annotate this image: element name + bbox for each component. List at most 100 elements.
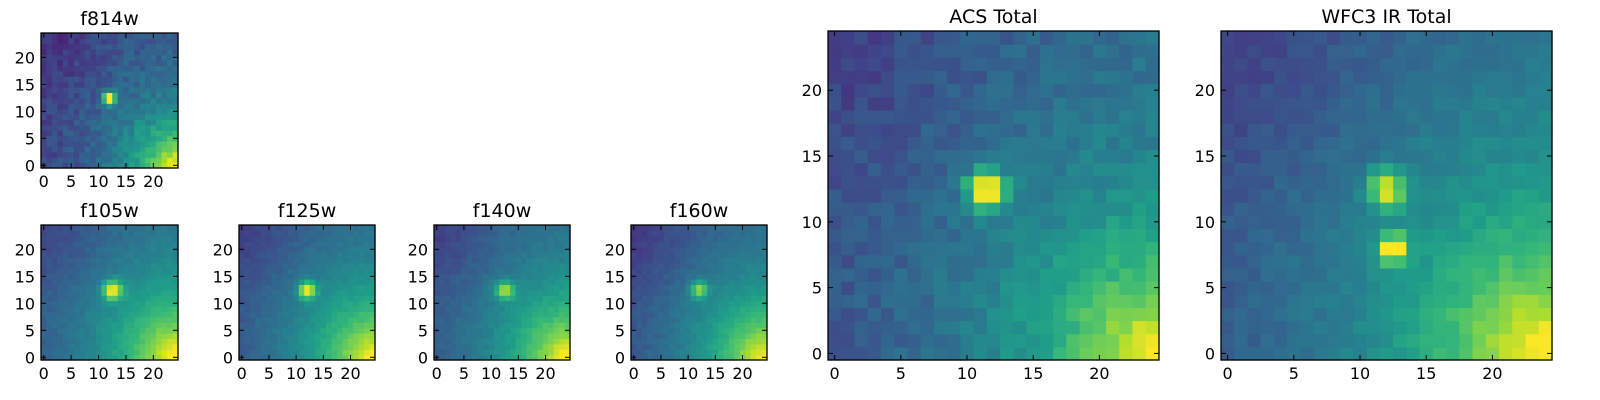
heatmap-cell [326,262,333,269]
heatmap-cell [548,354,555,361]
heatmap-cell [504,316,511,323]
heatmap-cell [41,289,48,296]
heatmap-cell [504,246,511,253]
heatmap-cell [41,268,48,275]
heatmap-cell [493,333,500,339]
heatmap-cell [674,252,681,258]
x-tick-label: 0 [237,364,247,383]
heatmap-cell [1472,320,1487,335]
heatmap-cell [347,311,354,318]
heatmap-cell [1260,149,1275,164]
heatmap-cell [707,316,714,323]
heatmap-cell [652,246,659,253]
heatmap-cell [728,338,735,345]
heatmap-cell [46,279,53,285]
heatmap-cell [1353,281,1368,295]
heatmap-cell [641,273,648,280]
heatmap-cell [1300,83,1315,98]
heatmap-cell [51,54,59,61]
heatmap-cell [960,57,975,72]
heatmap-cell [331,343,338,350]
heatmap-cell [117,268,124,275]
heatmap-cell [542,235,549,242]
heatmap-cell [156,252,163,258]
heatmap-cell [1132,96,1147,111]
heatmap-cell [756,311,763,318]
heatmap-cell [304,262,311,269]
heatmap-cell [150,306,157,312]
heatmap-cell [1353,320,1368,335]
heatmap-cell [526,300,533,307]
heatmap-cell [90,235,97,242]
heatmap-cell [685,235,692,242]
heatmap-cell [652,284,659,291]
heatmap-cell [309,284,316,291]
heatmap-cell [145,295,152,302]
heatmap-cell [358,246,365,253]
heatmap-cell [1459,96,1474,111]
heatmap-cell [745,289,752,296]
heatmap-cell [444,311,451,318]
heatmap-cell [1525,96,1540,111]
heatmap-cell [696,230,703,237]
heatmap-cell [867,162,882,177]
heatmap-cell [1379,294,1394,308]
heatmap-cell [46,92,53,99]
heatmap-cell [298,241,305,248]
heatmap-cell [358,268,365,275]
heatmap-cell [90,306,97,312]
heatmap-cell [1326,175,1341,190]
heatmap-cell [167,49,174,56]
heatmap-cell [167,289,174,296]
heatmap-cell [679,225,686,231]
heatmap-cell [707,284,714,291]
heatmap-cell [701,279,708,285]
heatmap-cell [559,338,566,345]
heatmap-cell [1106,70,1120,85]
heatmap-cell [123,235,130,242]
heatmap-cell [718,230,725,237]
heatmap-cell [1419,188,1434,203]
heatmap-cell [504,300,511,307]
heatmap-cell [369,322,376,329]
heatmap-cell [145,146,152,153]
heatmap-cell [90,252,97,258]
heatmap-cell [712,300,719,307]
heatmap-cell [57,246,64,253]
heatmap-cell [145,81,152,88]
heatmap-cell [1026,254,1041,269]
heatmap-cell [73,295,80,302]
heatmap-cell [960,294,975,308]
heatmap-cell [287,311,294,318]
heatmap-cell [537,354,544,361]
heatmap-cell [947,149,961,164]
heatmap-cell [161,246,168,253]
heatmap-cell [139,289,146,296]
heatmap-cell [304,230,311,237]
heatmap-cell [761,333,768,339]
heatmap-cell [287,279,294,285]
heatmap-cell [712,289,719,296]
heatmap-cell [933,162,948,177]
heatmap-cell [1459,57,1474,72]
heatmap-cell [920,333,935,348]
heatmap-cell [46,38,53,45]
heatmap-cell [84,65,91,72]
heatmap-cell [172,92,179,99]
heatmap-cell [1287,267,1302,282]
heatmap-cell [1379,70,1394,85]
heatmap-cell [1132,307,1147,322]
heatmap-cell [947,294,961,308]
heatmap-cell [139,273,146,280]
heatmap-cell [309,268,316,275]
heatmap-cell [287,322,294,329]
heatmap-cell [331,349,338,356]
heatmap-cell [750,343,757,350]
heatmap-cell [95,87,102,93]
heatmap-cell [1300,281,1315,295]
heatmap-cell [1300,162,1315,177]
heatmap-cell [293,295,300,302]
heatmap-cell [128,103,135,110]
heatmap-cell [854,123,869,137]
heatmap-cell [450,311,457,318]
